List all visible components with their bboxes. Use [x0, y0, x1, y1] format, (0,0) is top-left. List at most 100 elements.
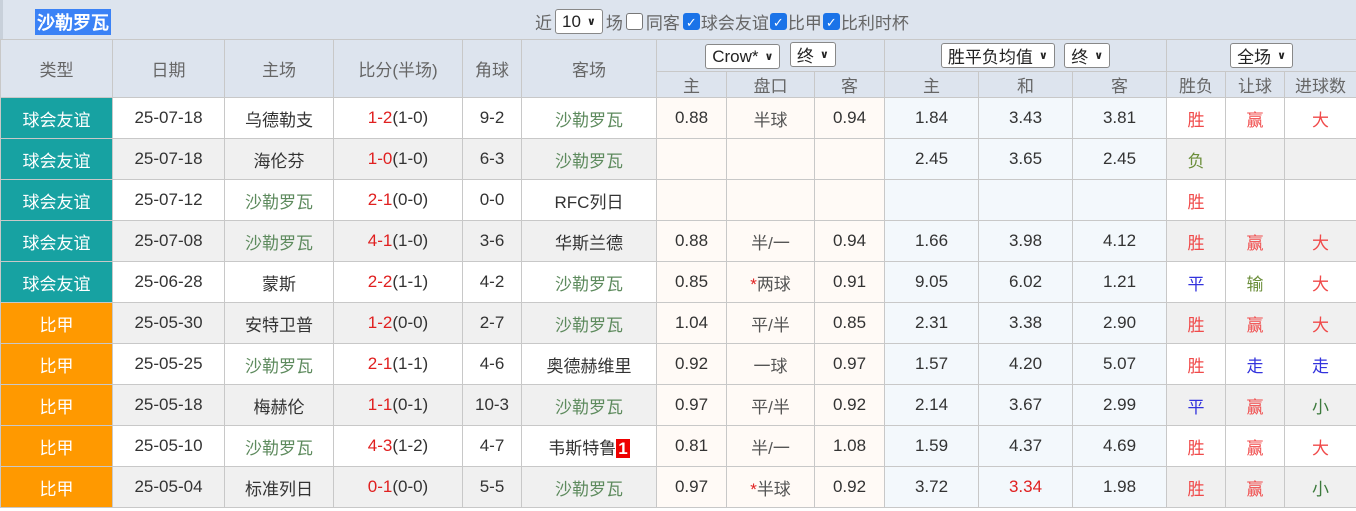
away-team[interactable]: 沙勒罗瓦 — [555, 315, 623, 335]
home-team[interactable]: 沙勒罗瓦 — [224, 343, 334, 385]
ah-away-odds: 0.92 — [814, 466, 885, 508]
home-team[interactable]: 海伦芬 — [224, 138, 334, 180]
match-row[interactable]: 球会友谊 25-07-08 沙勒罗瓦 4-1(1-0) 3-6 华斯兰德 0.8… — [0, 220, 1356, 262]
ah-line-value: 平/半 — [751, 397, 790, 417]
match-type[interactable]: 比甲 — [0, 425, 113, 467]
away-team[interactable]: 华斯兰德 — [555, 233, 623, 253]
match-row[interactable]: 比甲 25-05-30 安特卫普 1-2(0-0) 2-7 沙勒罗瓦 1.04 … — [0, 302, 1356, 344]
away-cell: 华斯兰德 — [521, 220, 657, 262]
match-row[interactable]: 比甲 25-05-10 沙勒罗瓦 4-3(1-2) 4-7 韦斯特鲁 1 0.81… — [0, 425, 1356, 467]
star-mark: * — [750, 479, 757, 499]
ah-company-value: Crow* — [712, 46, 759, 66]
match-row[interactable]: 比甲 25-05-18 梅赫伦 1-1(0-1) 10-3 沙勒罗瓦 0.97 … — [0, 384, 1356, 426]
home-team[interactable]: 沙勒罗瓦 — [224, 425, 334, 467]
full-score: 1-2 — [367, 108, 393, 127]
match-type[interactable]: 比甲 — [0, 384, 113, 426]
home-team[interactable]: 安特卫普 — [224, 302, 334, 344]
full-score: 2-1 — [367, 190, 393, 209]
home-team[interactable]: 蒙斯 — [224, 261, 334, 303]
away-team[interactable]: 沙勒罗瓦 — [555, 397, 623, 417]
subheader-eu-0: 主 — [884, 71, 979, 98]
same-away-checkbox[interactable] — [625, 13, 643, 30]
comp-checkbox[interactable]: ✓ — [822, 13, 840, 30]
away-team[interactable]: RFC列日 — [554, 192, 624, 212]
score-cell: 2-1(0-0) — [333, 179, 463, 221]
away-team[interactable]: 沙勒罗瓦 — [555, 274, 623, 294]
subheader-ah-0: 主 — [656, 71, 727, 98]
match-type[interactable]: 球会友谊 — [0, 261, 113, 303]
scope-select[interactable]: 全场 ∨ — [1230, 43, 1293, 68]
eu-home-odds: 1.84 — [884, 97, 979, 139]
result-handicap: 赢 — [1225, 97, 1286, 139]
match-type[interactable]: 球会友谊 — [0, 179, 113, 221]
full-score: 1-0 — [367, 149, 393, 168]
eu-home-odds: 2.31 — [884, 302, 979, 344]
header-score: 比分(半场) — [333, 39, 463, 98]
games-label: 场 — [605, 14, 623, 33]
half-score: (1-1) — [392, 272, 429, 291]
eu-away-odds: 1.21 — [1071, 261, 1168, 303]
result-goals: 小 — [1284, 384, 1356, 426]
match-type[interactable]: 比甲 — [0, 302, 113, 344]
ah-company-select[interactable]: Crow* ∨ — [705, 44, 781, 70]
match-type[interactable]: 球会友谊 — [0, 138, 113, 180]
result-wdl: 负 — [1166, 138, 1227, 180]
match-row[interactable]: 比甲 25-05-25 沙勒罗瓦 2-1(1-1) 4-6 奥德赫维里 0.92… — [0, 343, 1356, 385]
eu-company-value: 胜平负均值 — [947, 48, 1033, 67]
match-type[interactable]: 比甲 — [0, 466, 113, 508]
count-select[interactable]: 10 ∨ — [555, 9, 603, 34]
match-row[interactable]: 球会友谊 25-06-28 蒙斯 2-2(1-1) 4-2 沙勒罗瓦 0.85 … — [0, 261, 1356, 303]
result-goals: 大 — [1284, 97, 1356, 139]
match-row[interactable]: 球会友谊 25-07-18 乌德勒支 1-2(1-0) 9-2 沙勒罗瓦 0.8… — [0, 97, 1356, 139]
away-team[interactable]: 奥德赫维里 — [546, 356, 632, 376]
eu-draw-odds: 3.65 — [978, 138, 1073, 180]
full-score: 2-2 — [367, 272, 393, 291]
eu-away-odds: 2.45 — [1071, 138, 1168, 180]
eu-away-odds: 2.99 — [1071, 384, 1168, 426]
ah-home-odds: 0.88 — [656, 97, 727, 139]
away-team[interactable]: 韦斯特鲁 — [548, 438, 617, 458]
score-cell: 2-1(1-1) — [333, 343, 463, 385]
away-team[interactable]: 沙勒罗瓦 — [555, 479, 623, 499]
result-goals: 大 — [1284, 425, 1356, 467]
match-type[interactable]: 比甲 — [0, 343, 113, 385]
away-team[interactable]: 沙勒罗瓦 — [555, 110, 623, 130]
match-row[interactable]: 比甲 25-05-04 标准列日 0-1(0-0) 5-5 沙勒罗瓦 0.97 … — [0, 466, 1356, 508]
result-wdl: 平 — [1166, 261, 1227, 303]
home-team[interactable]: 乌德勒支 — [224, 97, 334, 139]
result-wdl: 胜 — [1166, 425, 1227, 467]
eu-company-select[interactable]: 胜平负均值 ∨ — [940, 43, 1055, 68]
ah-time-select[interactable]: 终 ∨ — [789, 41, 836, 67]
score-cell: 1-2(0-0) — [333, 302, 463, 344]
eu-home-odds: 1.66 — [884, 220, 979, 262]
corner-count: 6-3 — [462, 138, 522, 180]
away-cell: 沙勒罗瓦 — [521, 138, 657, 180]
full-score: 4-1 — [367, 231, 393, 250]
home-team[interactable]: 梅赫伦 — [224, 384, 334, 426]
away-team[interactable]: 沙勒罗瓦 — [555, 151, 623, 171]
score-cell: 2-2(1-1) — [333, 261, 463, 303]
ah-away-odds: 0.97 — [814, 343, 885, 385]
result-handicap — [1225, 138, 1286, 180]
match-date: 25-05-25 — [112, 343, 225, 385]
score-cell: 4-3(1-2) — [333, 425, 463, 467]
ah-line: 半球 — [726, 97, 815, 139]
match-row[interactable]: 球会友谊 25-07-12 沙勒罗瓦 2-1(0-0) 0-0 RFC列日 胜 — [0, 179, 1356, 221]
ah-line: 平/半 — [726, 302, 815, 344]
match-type[interactable]: 球会友谊 — [0, 97, 113, 139]
chevron-down-icon: ∨ — [1277, 50, 1286, 62]
comp-checkbox[interactable]: ✓ — [769, 13, 787, 30]
match-type[interactable]: 球会友谊 — [0, 220, 113, 262]
comp-label: 比甲 — [787, 14, 822, 33]
home-team[interactable]: 沙勒罗瓦 — [224, 179, 334, 221]
match-date: 25-05-30 — [112, 302, 225, 344]
home-team[interactable]: 标准列日 — [224, 466, 334, 508]
match-row[interactable]: 球会友谊 25-07-18 海伦芬 1-0(1-0) 6-3 沙勒罗瓦 2.45… — [0, 138, 1356, 180]
team-title: 沙勒罗瓦 — [35, 9, 111, 35]
comp-checkbox[interactable]: ✓ — [682, 13, 700, 30]
match-date: 25-07-12 — [112, 179, 225, 221]
away-cell: 奥德赫维里 — [521, 343, 657, 385]
home-team[interactable]: 沙勒罗瓦 — [224, 220, 334, 262]
eu-time-select[interactable]: 终 ∨ — [1064, 43, 1111, 68]
result-handicap: 赢 — [1225, 425, 1286, 467]
